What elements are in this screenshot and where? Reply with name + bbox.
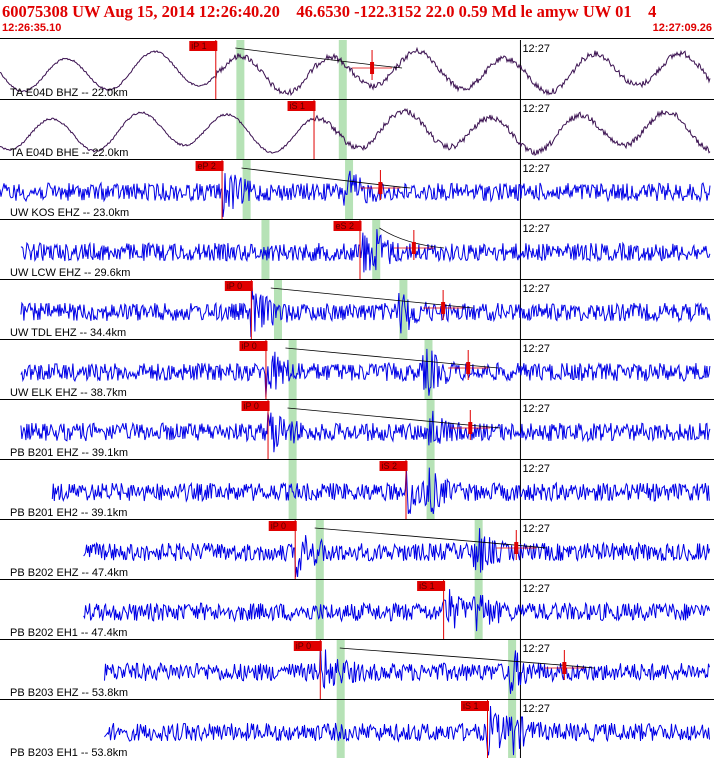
waveform-trace: [20, 410, 711, 453]
channel-panel-11: 12:27 iS 1 PB B203 EH1 -- 53.8km: [10, 700, 710, 758]
phase-pick-box: [287, 101, 316, 111]
phase-window-1: [399, 280, 408, 339]
waveform-trace: [104, 644, 710, 694]
minute-tick-label: 12:27: [522, 643, 550, 655]
minute-tick-label: 12:27: [522, 163, 550, 175]
phase-pick-box: [417, 581, 446, 591]
channel-panel-10: 12:27 iP 0 PB B203 EHZ -- 53.8km: [0, 640, 714, 700]
waveform-trace: [0, 170, 711, 218]
minute-tick-label: 12:27: [522, 703, 550, 715]
channel-panel-8: 12:27 iP 0 PB B202 EHZ -- 47.4km: [0, 520, 714, 580]
phase-window-0: [261, 220, 270, 279]
channel-panel-5: 12:27 iP 0 UW ELK EHZ -- 38.7km: [0, 340, 714, 400]
channel-label: PB B202 EH1 -- 47.4km: [10, 627, 127, 639]
phase-pick-box: [189, 41, 218, 51]
phase-pick-label: iS 1: [463, 701, 479, 711]
phase-pick-box: [224, 281, 253, 291]
minute-tick-label: 12:27: [522, 583, 550, 595]
window-start-time: 12:26:35.10: [2, 22, 62, 34]
phase-pick-label: iP 1: [191, 41, 206, 51]
phase-pick-box: [239, 341, 268, 351]
phase-pick-label: iP 0: [227, 281, 242, 291]
coda-curve: [379, 227, 444, 249]
waveform-trace: [20, 229, 711, 273]
phase-pick-box: [268, 521, 297, 531]
phase-pick-box: [333, 221, 362, 231]
window-end-time: 12:27:09.26: [652, 22, 712, 34]
coda-curve: [235, 47, 403, 69]
channel-label: PB B202 EHZ -- 47.4km: [10, 567, 128, 579]
phase-window-1: [474, 580, 483, 639]
minute-tick-label: 12:27: [522, 463, 550, 475]
minute-tick-label: 12:27: [522, 523, 550, 535]
channel-label: PB B201 EHZ -- 39.1km: [10, 447, 128, 459]
phase-window-1: [508, 640, 517, 699]
phase-pick-label: iS 1: [419, 581, 435, 591]
coda-curve: [287, 407, 501, 429]
waveform-trace: [104, 705, 710, 756]
phase-window-1: [345, 160, 354, 219]
channel-panel-1: 12:27 iS 1 TA E04D BHE -- 22.0km: [0, 100, 714, 160]
channel-label: UW LCW EHZ -- 29.6km: [10, 267, 130, 279]
minute-tick-label: 12:27: [522, 223, 550, 235]
phase-pick-label: eP 2: [198, 161, 216, 171]
waveform-trace: [83, 528, 711, 578]
phase-window-0: [236, 40, 245, 99]
seismogram-panel: 12:27 iP 1 TA E04D BHZ -- 22.0km 12:27 iS 1 T…: [0, 38, 714, 758]
minute-tick-label: 12:27: [522, 103, 550, 115]
waveform-trace: [51, 466, 710, 514]
phase-window-0: [288, 460, 297, 519]
coda-curve: [241, 167, 411, 189]
minute-tick-label: 12:27: [522, 43, 550, 55]
coda-curve: [314, 527, 547, 549]
channel-panel-2: 12:27 eP 2 UW KOS EHZ -- 23.0km: [0, 160, 714, 220]
waveform-trace: [0, 46, 711, 97]
phase-window-1: [426, 460, 435, 519]
phase-pick-label: iP 0: [296, 641, 311, 651]
phase-pick-label: iP 0: [271, 521, 286, 531]
phase-pick-label: iP 0: [244, 401, 259, 411]
channel-label: PB B203 EHZ -- 53.8km: [10, 687, 128, 699]
channel-panel-4: 12:27 iP 0 UW TDL EHZ -- 34.4km: [0, 280, 714, 340]
waveform-trace: [83, 589, 711, 632]
waveform-trace: [20, 285, 711, 338]
phase-window-1: [424, 340, 433, 399]
phase-pick-box: [293, 641, 322, 651]
channel-label: UW KOS EHZ -- 23.0km: [10, 207, 129, 219]
phase-window-0: [236, 100, 245, 159]
event-header: 60075308 UW Aug 15, 2014 12:26:40.20 46.…: [0, 0, 714, 36]
phase-pick-box: [195, 161, 224, 171]
minute-tick-label: 12:27: [522, 283, 550, 295]
phase-window-1: [338, 100, 347, 159]
channel-panel-9: 12:27 iS 1 PB B202 EH1 -- 47.4km: [0, 580, 714, 640]
phase-window-0: [336, 640, 345, 699]
channel-label: TA E04D BHE -- 22.0km: [10, 147, 128, 159]
channel-label: UW TDL EHZ -- 34.4km: [10, 327, 126, 339]
phase-pick-label: eS 2: [336, 221, 355, 231]
phase-pick-label: iS 2: [381, 461, 397, 471]
channel-label: UW ELK EHZ -- 38.7km: [10, 387, 127, 399]
waveform-trace: [0, 108, 711, 156]
phase-pick-box: [379, 461, 408, 471]
channel-label: PB B201 EH2 -- 39.1km: [10, 507, 127, 519]
channel-panel-7: 12:27 iS 2 PB B201 EH2 -- 39.1km: [0, 460, 714, 520]
coda-curve: [339, 647, 595, 669]
waveform-trace: [20, 348, 711, 398]
event-title: 60075308 UW Aug 15, 2014 12:26:40.20 46.…: [2, 2, 657, 21]
phase-pick-box: [241, 401, 270, 411]
phase-pick-box: [461, 701, 490, 711]
minute-tick-label: 12:27: [522, 403, 550, 415]
coda-curve: [270, 287, 474, 309]
channel-label: TA E04D BHZ -- 22.0km: [10, 87, 128, 99]
coda-curve: [285, 347, 499, 369]
phase-pick-label: iP 0: [241, 341, 256, 351]
minute-tick-label: 12:27: [522, 343, 550, 355]
channel-label: PB B203 EH1 -- 53.8km: [10, 747, 127, 758]
channel-panel-0: 12:27 iP 1 TA E04D BHZ -- 22.0km: [0, 40, 714, 100]
phase-window-1: [338, 40, 347, 99]
phase-pick-label: iS 1: [290, 101, 306, 111]
channel-panel-6: 12:27 iP 0 PB B201 EHZ -- 39.1km: [0, 400, 714, 460]
channel-panel-3: 12:27 eS 2 UW LCW EHZ -- 29.6km: [0, 220, 714, 280]
